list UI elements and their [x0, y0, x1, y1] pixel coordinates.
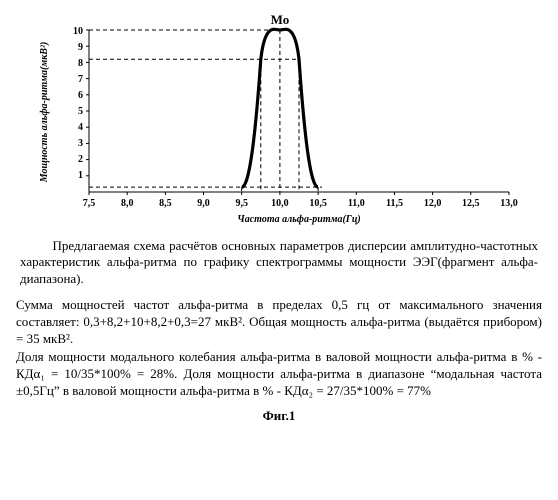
svg-text:8,0: 8,0 [121, 198, 134, 209]
svg-text:2: 2 [78, 154, 83, 165]
svg-text:8,5: 8,5 [159, 198, 172, 209]
svg-text:10,0: 10,0 [271, 198, 289, 209]
svg-text:9: 9 [78, 42, 83, 53]
svg-text:7,5: 7,5 [83, 198, 96, 209]
svg-text:6: 6 [78, 90, 83, 101]
svg-text:3: 3 [78, 138, 83, 149]
mo-label: Мо [271, 12, 290, 27]
figure-label: Фиг.1 [12, 408, 546, 424]
alpha-rhythm-chart: 1 2 3 4 5 6 7 8 9 10 7,5 8,0 8,5 9,0 9,5… [29, 12, 529, 232]
paragraph-sum: Сумма мощностей частот альфа-ритма в пре… [16, 297, 542, 348]
svg-text:9,0: 9,0 [197, 198, 210, 209]
svg-text:10,5: 10,5 [309, 198, 327, 209]
svg-text:5: 5 [78, 106, 83, 117]
svg-text:12,5: 12,5 [462, 198, 480, 209]
svg-text:11,5: 11,5 [386, 198, 403, 209]
svg-text:8: 8 [78, 58, 83, 69]
svg-text:11,0: 11,0 [348, 198, 365, 209]
svg-text:4: 4 [78, 122, 83, 133]
svg-text:1: 1 [78, 170, 83, 181]
svg-text:7: 7 [78, 74, 83, 85]
svg-text:10: 10 [73, 26, 83, 37]
svg-text:13,0: 13,0 [500, 198, 518, 209]
x-axis-label: Частота альфа-ритма(Гц) [237, 214, 361, 225]
paragraph-kd: Доля мощности модального колебания альфа… [16, 349, 542, 400]
svg-text:12,0: 12,0 [424, 198, 442, 209]
y-axis-label: Мощность альфа-ритма(мкВ²) [39, 42, 50, 184]
svg-text:9,5: 9,5 [235, 198, 248, 209]
chart-caption: Предлагаемая схема расчётов основных пар… [20, 238, 538, 287]
